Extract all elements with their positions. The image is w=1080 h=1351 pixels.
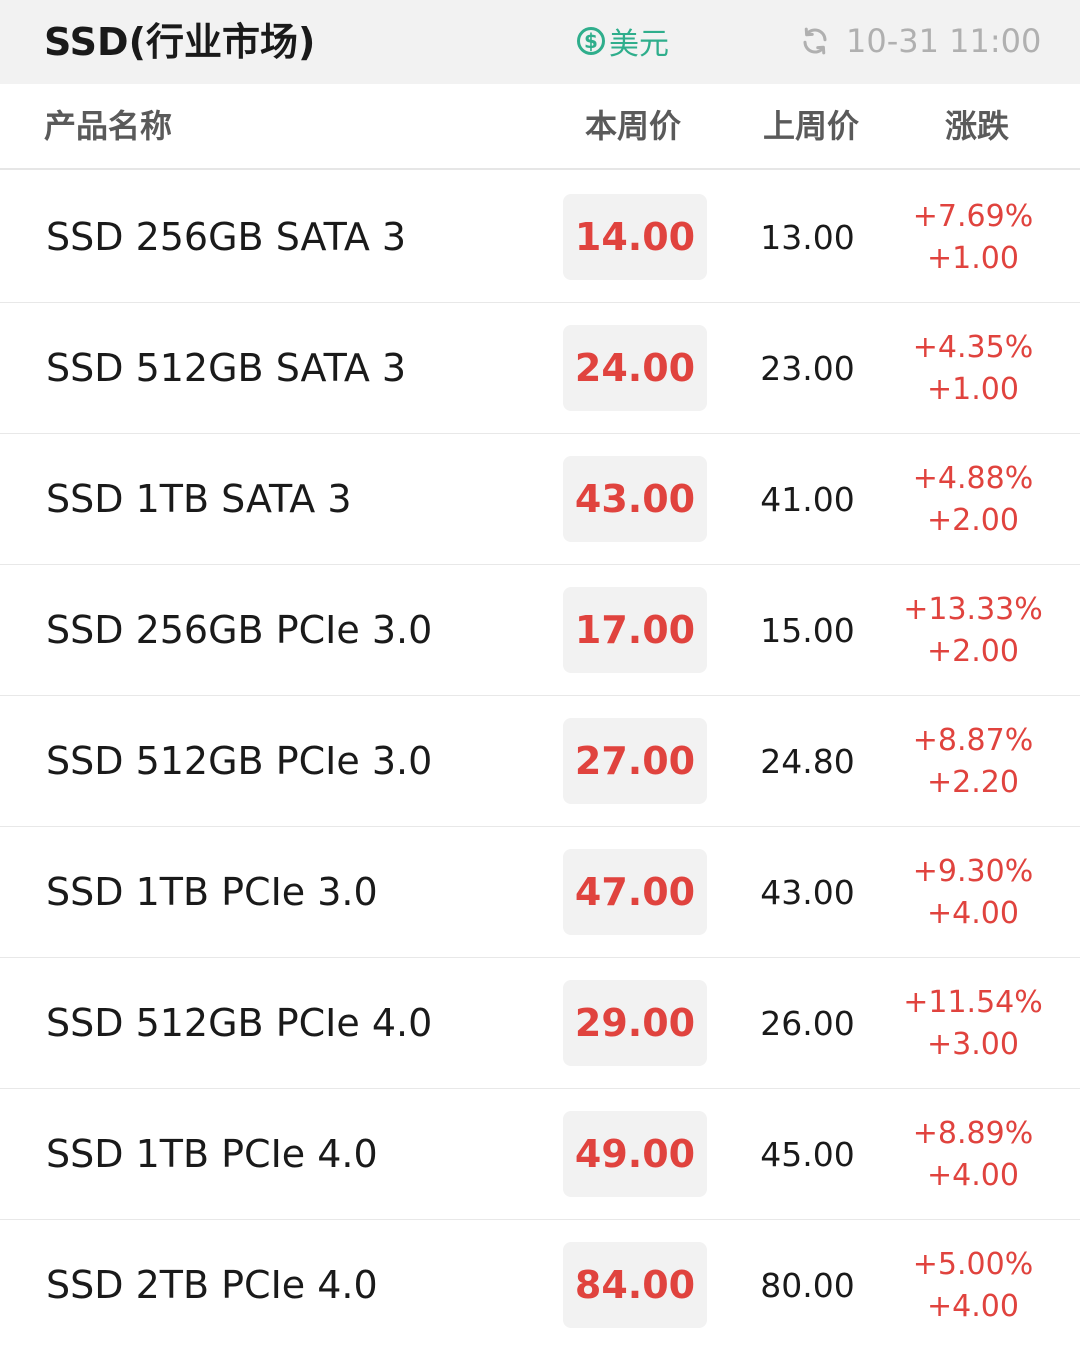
price-change: +5.00% +4.00 bbox=[892, 1244, 1054, 1328]
price-change: +9.30% +4.00 bbox=[892, 851, 1054, 935]
change-amount: +2.00 bbox=[927, 503, 1019, 538]
price-change: +4.88% +2.00 bbox=[892, 458, 1054, 542]
column-header-change[interactable]: 涨跌 bbox=[945, 107, 1010, 145]
column-header-this-week[interactable]: 本周价 bbox=[585, 107, 682, 145]
this-week-price-box: 43.00 bbox=[563, 456, 707, 542]
product-name: SSD 256GB SATA 3 bbox=[46, 215, 407, 259]
top-bar: SSD(行业市场) $ 美元 10-31 11:00 bbox=[0, 0, 1080, 84]
this-week-price: 24.00 bbox=[574, 346, 696, 390]
price-change: +8.89% +4.00 bbox=[892, 1113, 1054, 1197]
table-row[interactable]: SSD 1TB SATA 3 43.00 41.00 +4.88% +2.00 bbox=[0, 434, 1080, 565]
price-change: +13.33% +2.00 bbox=[892, 589, 1054, 673]
last-week-price: 26.00 bbox=[760, 1004, 855, 1043]
this-week-price: 47.00 bbox=[574, 870, 696, 914]
this-week-price-box: 17.00 bbox=[563, 587, 707, 673]
table-row[interactable]: SSD 512GB PCIe 3.0 27.00 24.80 +8.87% +2.20 bbox=[0, 696, 1080, 827]
last-week-price: 13.00 bbox=[760, 218, 855, 257]
this-week-price-box: 24.00 bbox=[563, 325, 707, 411]
table-row[interactable]: SSD 1TB PCIe 3.0 47.00 43.00 +9.30% +4.00 bbox=[0, 827, 1080, 958]
last-week-price: 45.00 bbox=[760, 1135, 855, 1174]
price-change: +8.87% +2.20 bbox=[892, 720, 1054, 804]
price-change: +7.69% +1.00 bbox=[892, 196, 1054, 280]
currency-label: 美元 bbox=[609, 27, 669, 62]
dollar-circle-icon: $ bbox=[577, 27, 605, 55]
this-week-price-box: 49.00 bbox=[563, 1111, 707, 1197]
table-row[interactable]: SSD 256GB PCIe 3.0 17.00 15.00 +13.33% +2.00 bbox=[0, 565, 1080, 696]
column-header-name[interactable]: 产品名称 bbox=[44, 107, 173, 145]
change-amount: +3.00 bbox=[927, 1027, 1019, 1062]
this-week-price-box: 84.00 bbox=[563, 1242, 707, 1328]
change-percent: +7.69% bbox=[912, 199, 1034, 234]
change-amount: +4.00 bbox=[927, 1158, 1019, 1193]
this-week-price-box: 27.00 bbox=[563, 718, 707, 804]
page-title: SSD(行业市场) bbox=[44, 20, 316, 64]
product-name: SSD 512GB SATA 3 bbox=[46, 346, 407, 390]
product-name: SSD 1TB PCIe 4.0 bbox=[46, 1132, 378, 1176]
table-header: 产品名称 本周价 上周价 涨跌 bbox=[0, 84, 1080, 170]
change-percent: +4.88% bbox=[912, 461, 1034, 496]
change-amount: +4.00 bbox=[927, 896, 1019, 931]
this-week-price: 29.00 bbox=[574, 1001, 696, 1045]
this-week-price: 43.00 bbox=[574, 477, 696, 521]
table-row[interactable]: SSD 512GB SATA 3 24.00 23.00 +4.35% +1.00 bbox=[0, 303, 1080, 434]
column-header-last-week[interactable]: 上周价 bbox=[763, 107, 860, 145]
last-week-price: 23.00 bbox=[760, 349, 855, 388]
last-week-price: 80.00 bbox=[760, 1266, 855, 1305]
change-percent: +9.30% bbox=[912, 854, 1034, 889]
change-percent: +13.33% bbox=[903, 592, 1043, 627]
change-amount: +2.00 bbox=[927, 634, 1019, 669]
update-time: 10-31 11:00 bbox=[846, 22, 1042, 60]
table-row[interactable]: SSD 2TB PCIe 4.0 84.00 80.00 +5.00% +4.00 bbox=[0, 1220, 1080, 1351]
last-week-price: 15.00 bbox=[760, 611, 855, 650]
change-percent: +5.00% bbox=[912, 1247, 1034, 1282]
table-row[interactable]: SSD 1TB PCIe 4.0 49.00 45.00 +8.89% +4.00 bbox=[0, 1089, 1080, 1220]
product-name: SSD 1TB PCIe 3.0 bbox=[46, 870, 378, 914]
this-week-price-box: 29.00 bbox=[563, 980, 707, 1066]
product-name: SSD 2TB PCIe 4.0 bbox=[46, 1263, 378, 1307]
refresh-button[interactable]: 10-31 11:00 bbox=[800, 20, 1041, 62]
change-percent: +8.87% bbox=[912, 723, 1034, 758]
change-amount: +1.00 bbox=[927, 241, 1019, 276]
last-week-price: 41.00 bbox=[760, 480, 855, 519]
table-row[interactable]: SSD 512GB PCIe 4.0 29.00 26.00 +11.54% +3.00 bbox=[0, 958, 1080, 1089]
price-table: SSD 256GB SATA 3 14.00 13.00 +7.69% +1.00 SSD… bbox=[0, 172, 1080, 1351]
this-week-price: 84.00 bbox=[574, 1263, 696, 1307]
this-week-price-box: 14.00 bbox=[563, 194, 707, 280]
change-percent: +11.54% bbox=[903, 985, 1043, 1020]
last-week-price: 43.00 bbox=[760, 873, 855, 912]
product-name: SSD 256GB PCIe 3.0 bbox=[46, 608, 433, 652]
product-name: SSD 512GB PCIe 3.0 bbox=[46, 739, 433, 783]
this-week-price: 17.00 bbox=[574, 608, 696, 652]
change-percent: +4.35% bbox=[912, 330, 1034, 365]
price-change: +4.35% +1.00 bbox=[892, 327, 1054, 411]
price-change: +11.54% +3.00 bbox=[892, 982, 1054, 1066]
change-percent: +8.89% bbox=[912, 1116, 1034, 1151]
change-amount: +2.20 bbox=[927, 765, 1019, 800]
refresh-icon bbox=[803, 27, 827, 55]
change-amount: +4.00 bbox=[927, 1289, 1019, 1324]
this-week-price: 27.00 bbox=[574, 739, 696, 783]
change-amount: +1.00 bbox=[927, 372, 1019, 407]
product-name: SSD 512GB PCIe 4.0 bbox=[46, 1001, 433, 1045]
this-week-price: 49.00 bbox=[574, 1132, 696, 1176]
this-week-price-box: 47.00 bbox=[563, 849, 707, 935]
currency-toggle[interactable]: $ 美元 bbox=[577, 21, 669, 62]
product-name: SSD 1TB SATA 3 bbox=[46, 477, 352, 521]
table-row[interactable]: SSD 256GB SATA 3 14.00 13.00 +7.69% +1.00 bbox=[0, 172, 1080, 303]
last-week-price: 24.80 bbox=[760, 742, 855, 781]
this-week-price: 14.00 bbox=[574, 215, 696, 259]
